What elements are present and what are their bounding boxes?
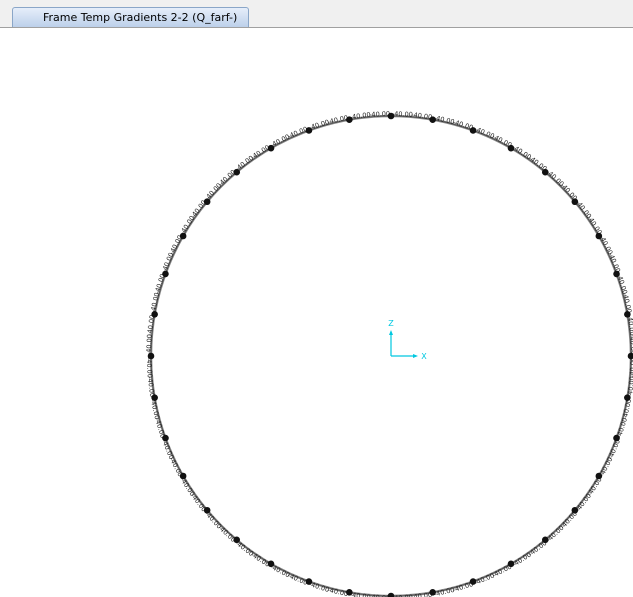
joint — [147, 352, 155, 360]
gradient-label: -40.00 — [327, 586, 349, 597]
gradient-label: -40.00 — [621, 292, 633, 314]
joint — [151, 394, 158, 401]
gradient-label: -40.00 — [626, 376, 633, 398]
gradient-label: -40.00 — [511, 551, 533, 569]
gradient-label: -40.00 — [392, 593, 413, 597]
joint — [595, 472, 603, 480]
joint — [624, 394, 631, 401]
joint — [627, 352, 633, 360]
tab-bar: Frame Temp Gradients 2-2 (Q_farf-) — [0, 0, 633, 28]
gradient-label: -40.00 — [628, 357, 633, 378]
joint — [613, 270, 620, 278]
gradient-label: -40.00 — [369, 110, 390, 119]
gradient-label: -40.00 — [146, 376, 157, 398]
gradient-label: -40.00 — [160, 438, 175, 460]
x-label: X — [421, 352, 427, 361]
gradient-label: -40.00 — [327, 114, 349, 126]
joint — [162, 270, 169, 278]
joint — [541, 168, 549, 176]
joint — [571, 506, 579, 514]
joint — [387, 112, 395, 120]
joint — [469, 127, 477, 134]
gradient-label: -40.00 — [249, 143, 271, 161]
joint — [151, 311, 158, 318]
gradient-label: -40.00 — [473, 572, 495, 587]
gradient-label: -40.00 — [433, 586, 455, 597]
joint — [203, 198, 211, 206]
x-arrow — [413, 354, 418, 358]
gradient-label: -40.00 — [586, 214, 604, 236]
joint — [346, 116, 353, 123]
z-label: Z — [388, 319, 394, 328]
joint — [429, 116, 436, 123]
tab[interactable]: Frame Temp Gradients 2-2 (Q_farf-) — [12, 7, 249, 27]
gradient-label: -40.00 — [411, 111, 433, 122]
joint — [305, 127, 313, 134]
joint — [203, 506, 211, 514]
joint — [233, 168, 241, 176]
gradient-label: -40.00 — [145, 357, 154, 378]
joint — [267, 144, 275, 152]
joint — [233, 536, 241, 544]
z-arrow — [389, 330, 393, 335]
gradient-label: -40.00 — [286, 125, 308, 140]
gradient-label: -40.00 — [146, 314, 157, 336]
gradient-label: -40.00 — [626, 314, 633, 336]
joint — [613, 434, 620, 442]
joint — [469, 578, 477, 585]
joint — [624, 311, 631, 318]
joint — [267, 560, 275, 568]
gradient-label: -40.00 — [178, 476, 196, 498]
joint — [595, 232, 603, 240]
gradient-label: -40.00 — [392, 110, 413, 119]
gradient-label: -40.00 — [349, 591, 371, 597]
joint — [507, 144, 515, 152]
gradient-label: -40.00 — [145, 334, 154, 355]
joint — [162, 434, 169, 442]
axis-triad: Z X — [388, 319, 427, 361]
joint — [429, 589, 436, 596]
gradient-label: -40.00 — [411, 591, 433, 597]
gradient-label: -40.00 — [607, 251, 622, 273]
joint — [305, 578, 313, 585]
joint — [541, 536, 549, 544]
joint — [387, 592, 395, 597]
gradient-label: -40.00 — [349, 111, 371, 122]
joint — [346, 589, 353, 596]
joint — [507, 560, 515, 568]
joint — [179, 472, 187, 480]
gradient-label: -40.00 — [621, 398, 633, 420]
gradient-label: -40.00 — [628, 334, 633, 355]
gradient-label: -40.00 — [369, 593, 390, 597]
joint — [571, 198, 579, 206]
gradient-label: -40.00 — [149, 398, 161, 420]
joint — [179, 232, 187, 240]
